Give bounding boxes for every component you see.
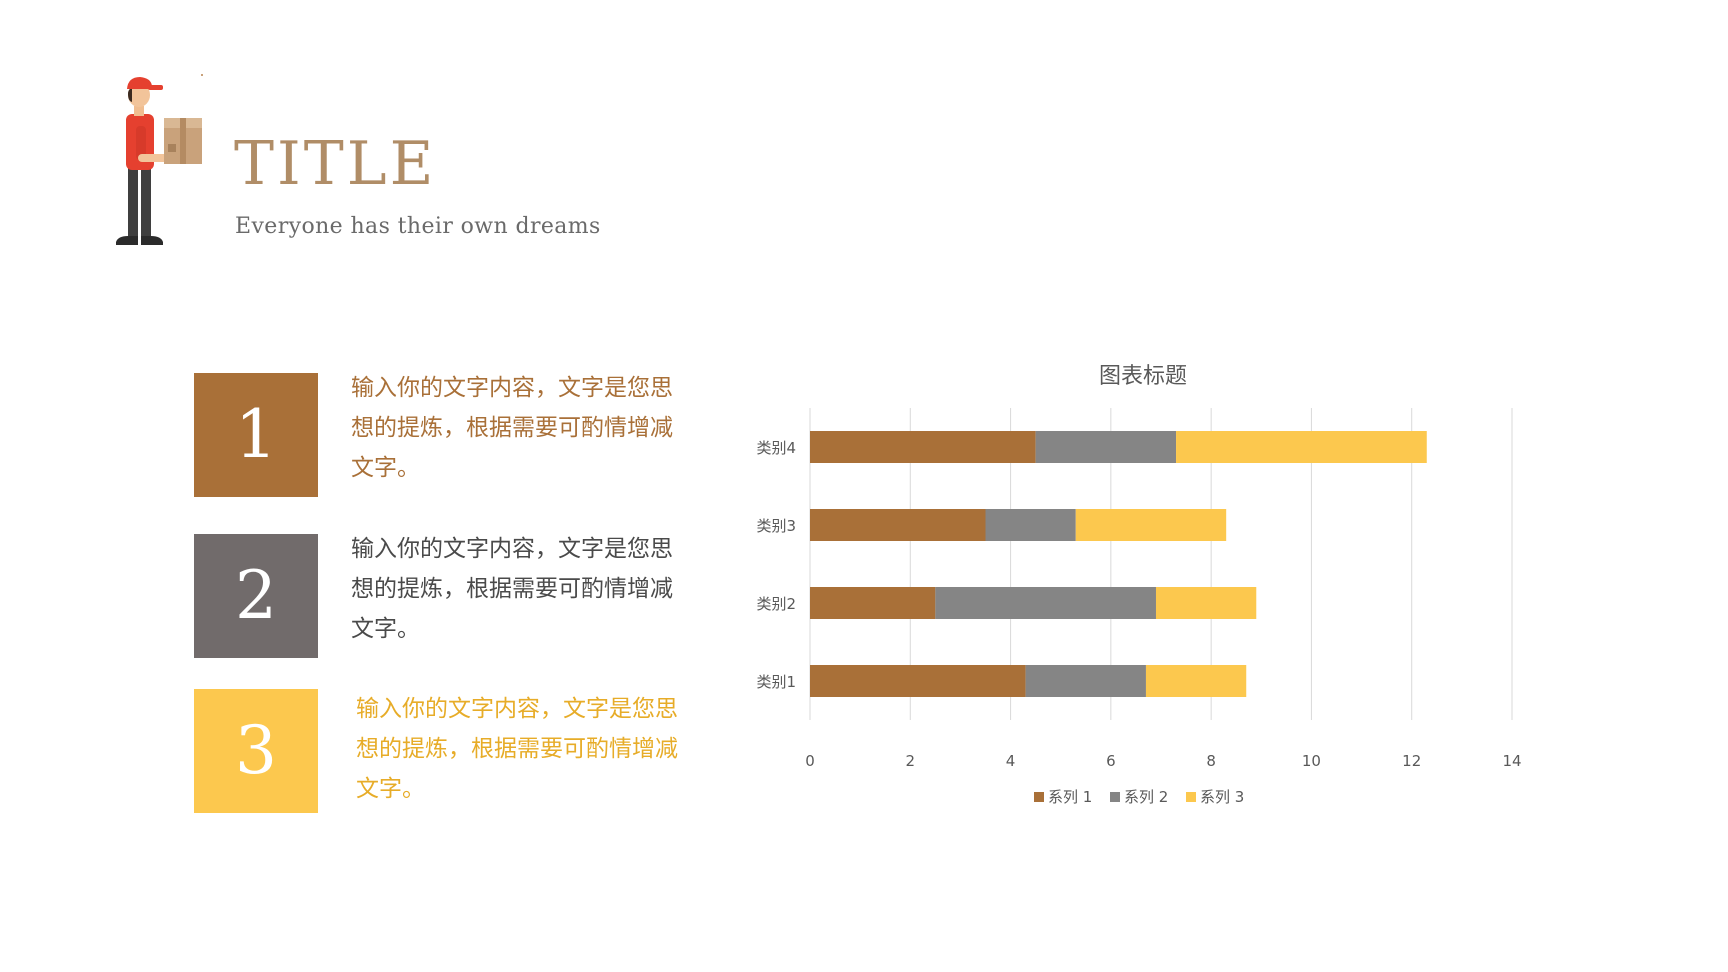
- legend-label-2: 系列 2: [1124, 788, 1168, 806]
- number-label: 2: [235, 557, 277, 634]
- x-tick-label: 2: [906, 752, 916, 770]
- number-box-3: 3: [194, 689, 318, 813]
- number-label: 1: [235, 396, 277, 473]
- bar-2-类别3: [985, 509, 1076, 541]
- item-text-3: 输入你的文字内容，文字是您思想的提炼，根据需要可酌情增减文字。: [356, 696, 678, 802]
- x-tick-label: 8: [1206, 752, 1216, 770]
- stacked-bar-chart: 图表标题 0 2 4 6 8 10 12 14 类别1 类别2 类别3 类别4 系列 1 系列 2 系列 3: [756, 364, 1521, 806]
- item-text-1: 输入你的文字内容，文字是您思想的提炼，根据需要可酌情增减文字。: [351, 375, 673, 481]
- legend-swatch-2: [1110, 792, 1120, 802]
- y-tick-label: 类别4: [756, 439, 796, 457]
- legend-swatch-1: [1034, 792, 1044, 802]
- x-tick-label: 10: [1302, 752, 1321, 770]
- legend-swatch-3: [1186, 792, 1196, 802]
- bar-1-类别3: [810, 509, 986, 541]
- chart-title: 图表标题: [1099, 364, 1187, 389]
- bar-2-类别1: [1025, 665, 1146, 697]
- legend-label-1: 系列 1: [1048, 788, 1092, 806]
- bar-3-类别4: [1176, 431, 1427, 463]
- bar-3-类别3: [1075, 509, 1227, 541]
- bar-1-类别1: [810, 665, 1026, 697]
- x-tick-label: 4: [1006, 752, 1016, 770]
- bar-3-类别2: [1155, 587, 1257, 619]
- x-tick-label: 0: [805, 752, 815, 770]
- bar-2-类别4: [1035, 431, 1177, 463]
- bar-2-类别2: [935, 587, 1156, 619]
- bar-3-类别1: [1145, 665, 1247, 697]
- page-title: TITLE: [234, 129, 437, 199]
- item-text-2: 输入你的文字内容，文字是您思想的提炼，根据需要可酌情增减文字。: [351, 536, 673, 642]
- y-tick-label: 类别1: [756, 673, 796, 691]
- number-box-1: 1: [194, 373, 318, 497]
- y-tick-label: 类别2: [756, 595, 796, 613]
- bar-1-类别2: [810, 587, 936, 619]
- page-subtitle: Everyone has their own dreams: [235, 214, 601, 239]
- legend-label-3: 系列 3: [1200, 788, 1244, 806]
- x-tick-label: 6: [1106, 752, 1116, 770]
- x-tick-label: 12: [1402, 752, 1421, 770]
- courier-illustration: [116, 74, 203, 245]
- bar-1-类别4: [810, 431, 1036, 463]
- y-tick-label: 类别3: [756, 517, 796, 535]
- number-box-2: 2: [194, 534, 318, 658]
- number-label: 3: [235, 712, 277, 789]
- x-tick-label: 14: [1502, 752, 1521, 770]
